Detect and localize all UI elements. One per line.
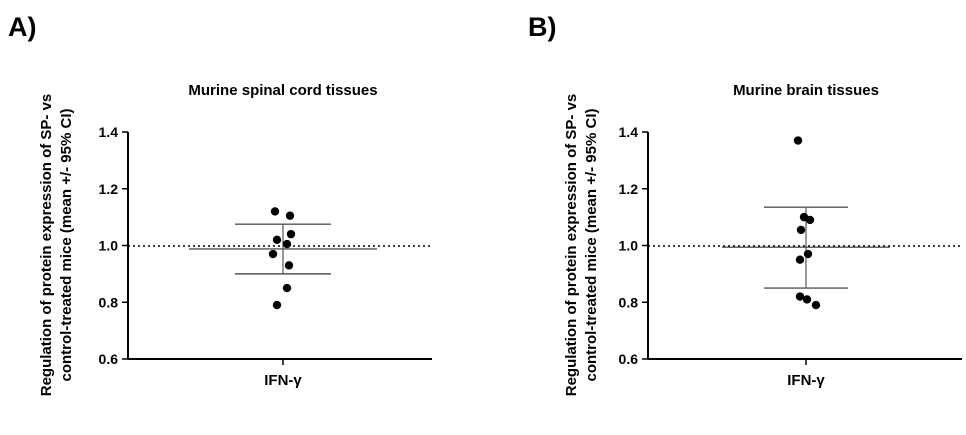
panel-b-point-3 — [796, 225, 806, 235]
panel-a-ylabel-line2: control-treated mice (mean +/- 95% CI) — [58, 109, 75, 382]
panel-b-title: Murine brain tissues — [733, 82, 879, 99]
panel-a-point-2 — [286, 229, 296, 239]
panel-b-ytick-label-2: 1.0 — [619, 238, 639, 254]
panel-b-ylabel-line2: control-treated mice (mean +/- 95% CI) — [583, 109, 600, 382]
panel-b-marks — [722, 136, 890, 310]
panel-a-ticks: 0.6 0.8 1.0 1.2 1.4 — [99, 124, 128, 367]
panel-a-point-1 — [285, 211, 295, 220]
panel-b-ytick-label-3: 1.2 — [619, 181, 639, 197]
panel-a-point-4 — [282, 239, 292, 249]
panel-b-point-0 — [793, 136, 803, 145]
panel-b-letter: B) — [528, 12, 557, 42]
panel-b-point-4 — [803, 249, 813, 259]
panel-b-point-2 — [805, 215, 815, 225]
panel-a-ytick-label-3: 1.2 — [99, 181, 119, 197]
panel-b: B) Murine brain tissues Regulation of pr… — [528, 12, 962, 396]
panel-a-title: Murine spinal cord tissues — [188, 82, 377, 99]
panel-a-ytick-label-4: 1.4 — [99, 124, 119, 140]
panel-a-ytick-label-1: 0.8 — [99, 294, 119, 310]
panel-b-ytick-label-4: 1.4 — [619, 124, 639, 140]
panel-b-ytick-label-1: 0.8 — [619, 294, 639, 310]
panel-a-ytick-label-0: 0.6 — [99, 351, 119, 367]
panel-b-ticks: 0.6 0.8 1.0 1.2 1.4 — [619, 124, 648, 367]
panel-a-category-label: IFN-γ — [264, 372, 302, 389]
panel-a-point-6 — [284, 261, 294, 270]
panel-a-point-0 — [270, 207, 280, 216]
panel-a-letter: A) — [8, 12, 37, 42]
panel-a-marks — [189, 207, 377, 310]
panel-a-ylabel-line1: Regulation of protein expression of SP- … — [38, 94, 55, 397]
panel-a-point-7 — [282, 283, 292, 293]
panel-b-ylabel-line1: Regulation of protein expression of SP- … — [563, 94, 580, 397]
panel-b-point-6 — [795, 292, 805, 301]
panel-a: A) Murine spinal cord tissues Regulation… — [8, 12, 432, 396]
panel-a-point-8 — [272, 300, 282, 310]
panel-b-point-7 — [802, 295, 812, 304]
panel-a-ytick-label-2: 1.0 — [99, 238, 119, 254]
panel-b-category-label: IFN-γ — [787, 372, 825, 389]
panel-b-ytick-label-0: 0.6 — [619, 351, 639, 367]
panel-b-point-8 — [811, 300, 821, 310]
panel-a-point-3 — [272, 235, 282, 245]
panel-b-point-5 — [795, 255, 805, 264]
panel-a-point-5 — [268, 249, 278, 259]
